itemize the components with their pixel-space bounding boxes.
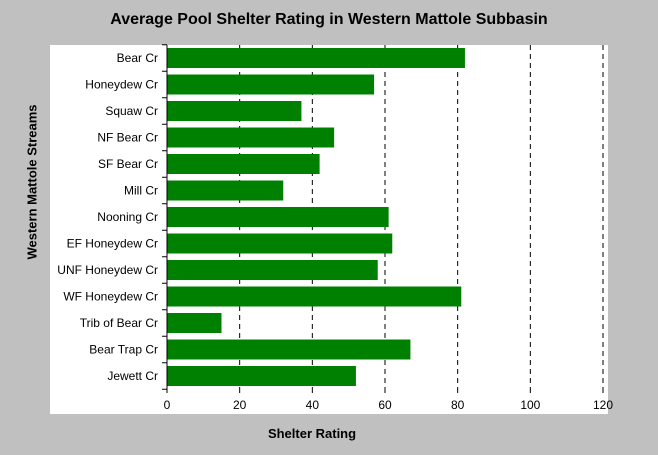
bar [167,313,222,333]
tick-labels: Bear Cr Honeydew Cr Squaw Cr NF Bear Cr SF B… [57,51,613,412]
category-label: WF Honeydew Cr [63,290,158,304]
bar [167,366,356,386]
axes [162,44,604,393]
category-label: UNF Honeydew Cr [57,263,158,277]
bar [167,74,375,95]
category-label: Bear Cr [117,51,158,65]
x-axis-label: Shelter Rating [267,426,357,441]
bar [167,180,284,201]
x-tick-label: 120 [593,398,613,412]
bar [167,233,393,254]
category-label: Squaw Cr [105,104,158,118]
bar [167,207,389,227]
x-tick-label: 100 [520,398,540,412]
category-label: Trib of Bear Cr [80,316,158,330]
category-label: Bear Trap Cr [89,343,158,357]
bar [167,260,378,280]
x-tick-label: 20 [233,398,247,412]
bar [167,339,411,360]
category-label: Jewett Cr [107,369,158,383]
x-tick-label: 40 [306,398,320,412]
bar [167,48,465,68]
x-tick-label: 80 [451,398,465,412]
category-label: SF Bear Cr [98,157,158,171]
y-axis-label: Western Mattole Streams [24,104,40,260]
bars [167,48,465,386]
category-label: Nooning Cr [97,210,158,224]
x-tick-label: 60 [378,398,392,412]
category-label: Mill Cr [124,184,158,198]
category-label: NF Bear Cr [97,131,158,145]
bar [167,127,335,148]
chart-title: Average Pool Shelter Rating in Western M… [110,11,548,28]
category-label: Honeydew Cr [85,78,158,92]
category-label: EF Honeydew Cr [67,237,158,251]
bar [167,286,462,307]
bar [167,101,302,121]
x-tick-label: 0 [164,398,171,412]
bar [167,154,320,174]
